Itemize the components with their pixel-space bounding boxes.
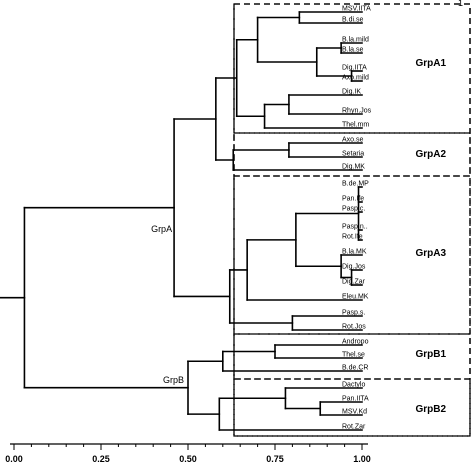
group-boxes: GrpA1 GrpA2 GrpA3 GrpB1 GrpB2 [233, 3, 471, 437]
leaf-label: B.la.MK [342, 249, 367, 256]
leaf-label: Thel.se [342, 352, 365, 359]
leaf-label: MSV.IITA [342, 6, 371, 13]
tick-label: 0.75 [266, 454, 284, 464]
leaf-label: Dig.Jos [342, 264, 366, 271]
group-label: GrpA1 [415, 58, 446, 69]
leaf-label: Dig.IK [342, 89, 361, 96]
dendrogram-branches [0, 11, 363, 431]
leaf-label: Pasp.s. [342, 310, 365, 317]
leaf-label: B.la.mild [342, 37, 369, 44]
leaf-label: B.de.CR [342, 365, 368, 372]
corner-mark: 1 [458, 0, 463, 8]
group-box [233, 175, 471, 335]
group-label: GrpA3 [415, 248, 446, 259]
leaf-label: Andropo [342, 339, 369, 346]
tick-label: 1.00 [353, 454, 371, 464]
group-box [233, 378, 471, 437]
leaf-label: Setaria [342, 151, 364, 158]
leaf-label: B.la.se [342, 47, 364, 54]
leaf-label: Pan.IITA [342, 396, 369, 403]
leaf-label: Dig.IITA [342, 65, 367, 72]
leaf-labels: MSV.IITA B.di.se B.la.mild B.la.se Dig.IITA A… [342, 6, 372, 431]
leaf-label: Eleu.MK [342, 294, 369, 301]
leaf-label: B.di.se [342, 17, 364, 24]
leaf-label: Axo.se [342, 137, 364, 144]
leaf-label: Rhyn.Jos [342, 108, 372, 115]
tick-label: 0.25 [92, 454, 110, 464]
cluster-label-grpb: GrpB [163, 375, 184, 385]
cluster-labels: GrpA GrpB [151, 224, 184, 385]
leaf-label: Dig.MK [342, 164, 365, 171]
leaf-label: Pasp.c. [342, 206, 365, 213]
leaf-label: Pan.Ife [342, 196, 364, 203]
group-box [233, 3, 471, 134]
leaf-label: Rot.Ife [342, 234, 363, 241]
leaf-label: Dig.Zar [342, 279, 366, 286]
leaf-label: Dactylo [342, 382, 365, 389]
leaf-label: Rot.Jos [342, 324, 366, 331]
leaf-label: Rot.Zar [342, 424, 366, 431]
cluster-label-grpa: GrpA [151, 224, 172, 234]
tick-label: 0.00 [5, 454, 23, 464]
leaf-label: Axo.mild [342, 75, 369, 82]
group-label: GrpB1 [415, 349, 446, 360]
group-label: GrpA2 [415, 149, 446, 160]
leaf-label: B.de.MP [342, 181, 369, 188]
leaf-label: Pasp.n.. [342, 224, 368, 231]
leaf-label: MSV.Kd [342, 409, 367, 416]
tick-label: 0.50 [179, 454, 197, 464]
similarity-axis: 0.00 0.25 0.50 0.75 1.00 [5, 443, 371, 464]
leaf-label: Thel.mm [342, 122, 369, 129]
group-label: GrpB2 [415, 404, 446, 415]
